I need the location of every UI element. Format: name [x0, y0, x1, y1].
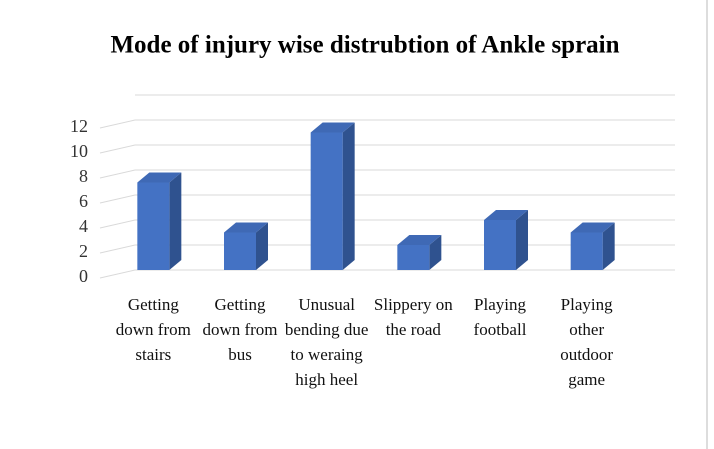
bar — [310, 122, 355, 270]
grid-side — [99, 194, 136, 204]
bar-top — [224, 222, 268, 233]
bar-front — [570, 232, 603, 270]
bar-front — [137, 182, 170, 270]
x-tick-label: Getting down from stairs — [115, 295, 191, 364]
x-tick-label: Playing other outdoor game — [560, 295, 614, 389]
bar-top — [484, 210, 528, 220]
x-tick-label: Getting down from bus — [202, 295, 278, 364]
bar-side — [602, 222, 615, 270]
bar-side — [169, 172, 182, 270]
bar-top — [137, 172, 182, 183]
bar-front — [310, 132, 343, 270]
bar-top — [570, 222, 615, 233]
x-tick-label: Unusual bending due to weraing high heel — [284, 295, 369, 389]
bar-side — [342, 122, 355, 270]
bar-front — [484, 220, 516, 270]
bar-side — [256, 222, 268, 270]
grid-side — [99, 219, 136, 229]
bar — [137, 172, 182, 270]
bar-side — [516, 210, 528, 270]
bar — [484, 210, 528, 270]
bar — [224, 222, 268, 270]
grid-side — [99, 169, 136, 179]
bar-front — [397, 245, 430, 270]
grid-side — [99, 244, 136, 254]
bar — [397, 235, 442, 270]
x-tick-label: Slippery on the road — [373, 295, 453, 339]
y-tick-label: 2 — [79, 241, 88, 261]
y-tick-label: 4 — [79, 216, 88, 236]
chart-title: Mode of injury wise distrubtion of Ankle… — [110, 32, 619, 59]
x-tick-label: Playing football — [473, 295, 527, 339]
bar-top — [310, 122, 355, 133]
y-tick-label: 0 — [79, 266, 88, 286]
bar — [570, 222, 615, 270]
y-tick-label: 12 — [70, 116, 88, 136]
bar-top — [397, 235, 442, 245]
y-tick-label: 8 — [79, 166, 88, 186]
grid-side — [99, 269, 136, 279]
grid-side — [99, 119, 136, 129]
bar-side — [429, 235, 442, 270]
y-tick-label: 6 — [79, 191, 88, 211]
bar-front — [224, 232, 256, 270]
y-tick-label: 10 — [70, 141, 88, 161]
grid-side — [99, 144, 136, 154]
